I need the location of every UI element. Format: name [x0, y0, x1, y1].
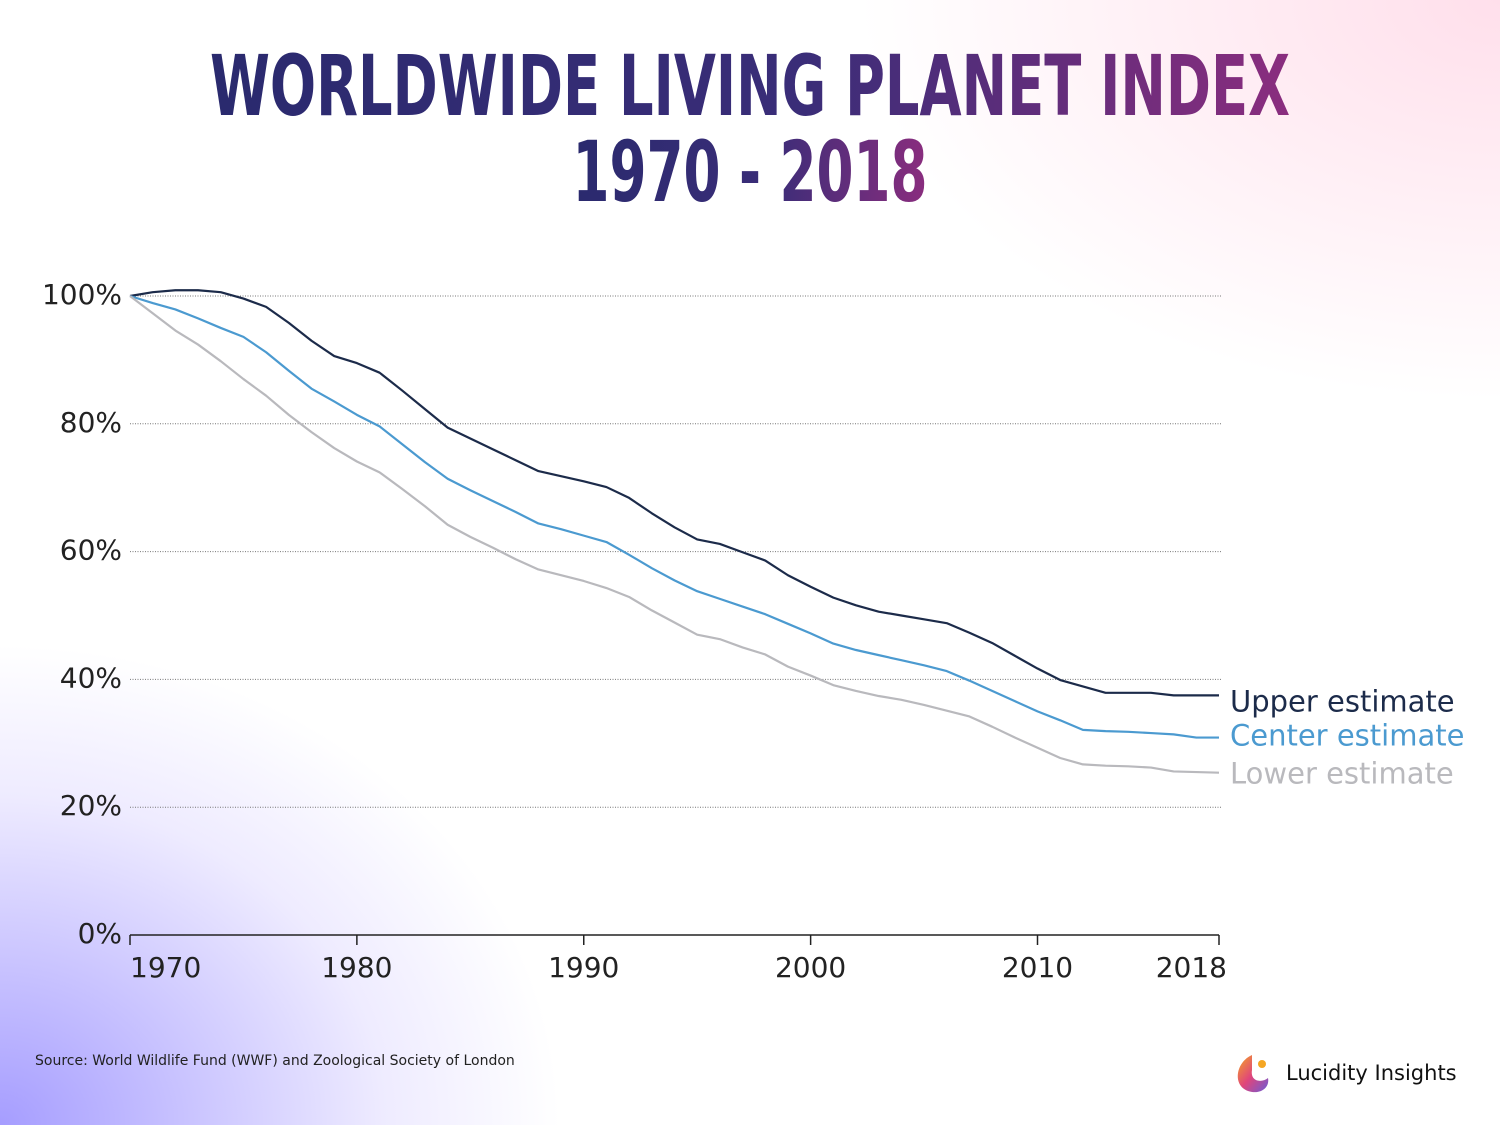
legend-label: Upper estimate: [1230, 684, 1455, 718]
x-tick-label: 1990: [548, 951, 619, 984]
y-tick-label: 20%: [60, 789, 122, 822]
series-line: [129, 289, 1219, 697]
chart-subtitle: 1970 - 2018: [573, 123, 928, 221]
y-tick-label: 60%: [60, 534, 122, 567]
legend-label: Lower estimate: [1230, 757, 1454, 791]
legend-label: Center estimate: [1230, 719, 1464, 753]
x-tick-label: 2010: [1002, 951, 1073, 984]
logo-mark: [1237, 1055, 1269, 1093]
logo-dot: [1258, 1060, 1266, 1068]
brand-name: Lucidity Insights: [1286, 1061, 1457, 1085]
x-tick-label: 1970: [130, 951, 201, 984]
series-line: [129, 294, 1219, 739]
x-tick-label: 2018: [1156, 951, 1227, 984]
y-tick-label: 0%: [78, 917, 122, 950]
y-tick-label: 80%: [60, 406, 122, 439]
brand-logo: [1237, 1055, 1269, 1093]
source-note: Source: World Wildlife Fund (WWF) and Zo…: [35, 1053, 515, 1069]
y-tick-label: 100%: [42, 278, 122, 311]
x-tick-label: 2000: [775, 951, 846, 984]
y-tick-label: 40%: [60, 661, 122, 694]
chart-title: WORLDWIDE LIVING PLANET INDEX: [210, 37, 1290, 135]
x-tick-label: 1980: [321, 951, 392, 984]
series-line: [129, 295, 1220, 774]
